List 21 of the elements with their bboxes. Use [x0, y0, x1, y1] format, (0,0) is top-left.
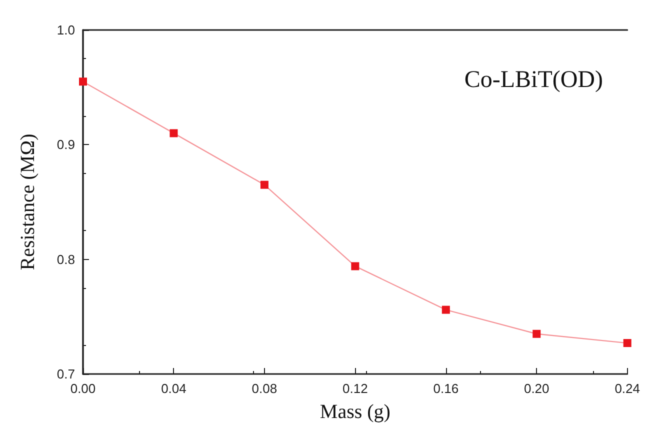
- annotation: Co-LBiT(OD): [464, 67, 604, 93]
- x-tick-label: 0.08: [252, 381, 278, 396]
- point: [532, 330, 541, 338]
- point: [260, 180, 268, 189]
- point: [351, 262, 360, 270]
- y-axis-title: Resistance (MΩ): [17, 134, 39, 270]
- point: [623, 339, 632, 348]
- point: [79, 78, 87, 86]
- x-tick-label: 0.20: [524, 381, 550, 396]
- x-tick-label: 0.00: [70, 381, 96, 396]
- x-tick-label: 0.16: [433, 381, 459, 396]
- x-tick-label: 0.12: [342, 381, 368, 396]
- y-tick-label: 1.0: [56, 22, 75, 38]
- y-tick-label: 0.7: [56, 366, 75, 382]
- x-axis-title: Mass (g): [320, 401, 390, 423]
- x-tick-label: 0.24: [614, 381, 640, 396]
- y-tick-label: 0.8: [56, 252, 75, 267]
- point: [442, 306, 450, 314]
- x-tick-label: 0.04: [161, 381, 186, 396]
- y-tick-label: 0.9: [56, 137, 75, 152]
- point: [170, 129, 178, 138]
